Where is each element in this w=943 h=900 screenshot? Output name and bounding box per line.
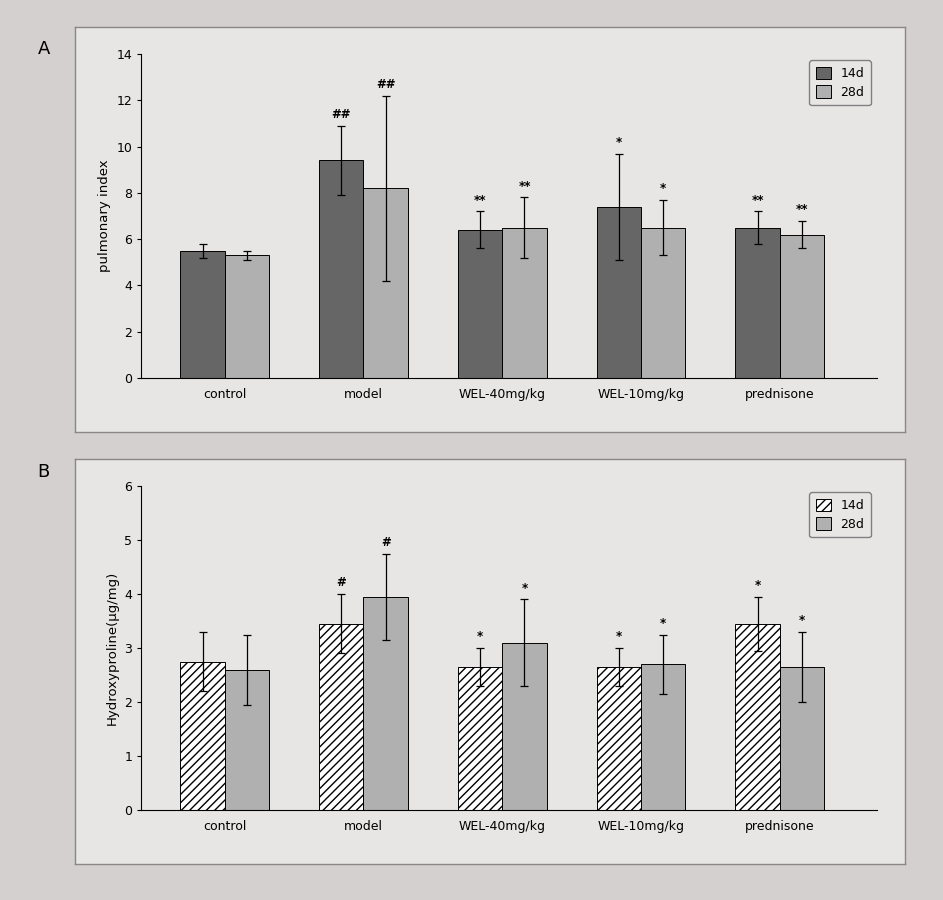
Text: ##: ## (332, 108, 351, 121)
Bar (319, 624, 363, 810)
Bar (319, 160, 363, 378)
Text: #: # (381, 536, 390, 549)
Bar (736, 228, 780, 378)
Text: ##: ## (376, 77, 395, 91)
Text: #: # (337, 576, 346, 590)
Y-axis label: Hydroxyproline(μg/mg): Hydroxyproline(μg/mg) (106, 571, 119, 725)
Text: *: * (754, 579, 761, 592)
Bar (641, 228, 686, 378)
Bar (458, 230, 503, 378)
Text: **: ** (796, 202, 808, 216)
Text: *: * (521, 581, 528, 595)
Bar (180, 251, 224, 378)
Text: *: * (660, 182, 667, 195)
Bar (597, 667, 641, 810)
Text: *: * (799, 614, 805, 627)
Bar (180, 662, 224, 810)
Bar (780, 235, 824, 378)
Bar (736, 624, 780, 810)
Bar (224, 670, 269, 810)
Text: **: ** (473, 194, 487, 206)
Text: *: * (477, 630, 483, 644)
Text: *: * (616, 136, 622, 149)
Bar (458, 667, 503, 810)
Text: *: * (660, 616, 667, 630)
Text: **: ** (752, 194, 764, 206)
Bar (503, 643, 547, 810)
Text: A: A (38, 40, 50, 58)
Bar (224, 256, 269, 378)
Bar (641, 664, 686, 810)
Bar (503, 228, 547, 378)
Bar (597, 207, 641, 378)
Text: *: * (616, 630, 622, 644)
Bar (780, 667, 824, 810)
Bar (363, 597, 408, 810)
Legend: 14d, 28d: 14d, 28d (809, 492, 870, 537)
Bar (363, 188, 408, 378)
Text: B: B (38, 463, 50, 481)
Legend: 14d, 28d: 14d, 28d (809, 60, 870, 105)
Text: **: ** (519, 180, 531, 193)
Y-axis label: pulmonary index: pulmonary index (98, 159, 111, 273)
